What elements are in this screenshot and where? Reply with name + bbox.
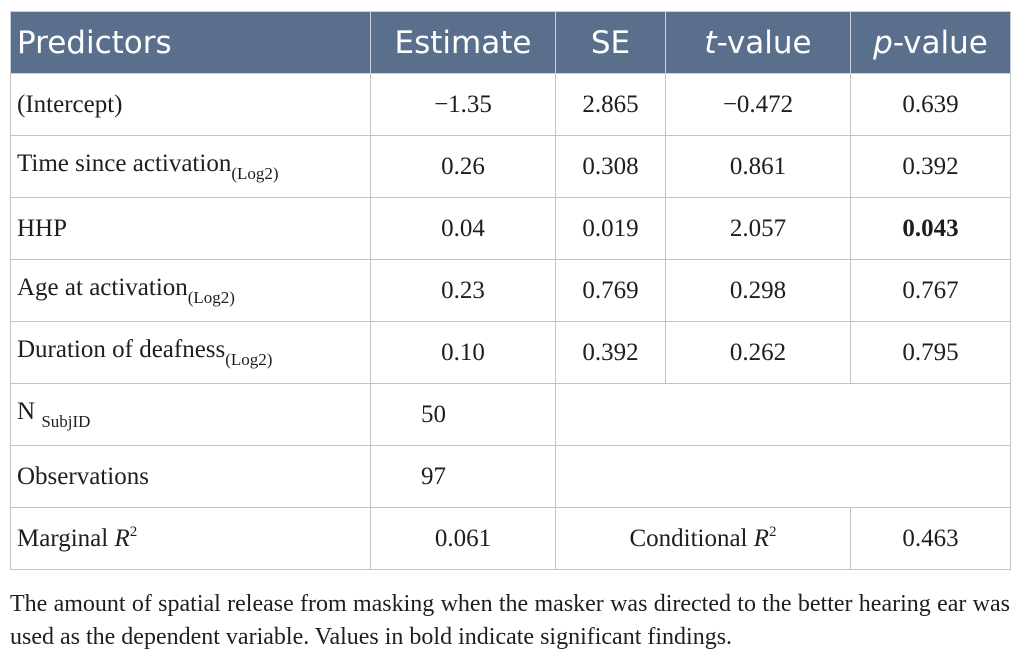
n-label: N SubjID	[10, 383, 371, 446]
t-cell: −0.472	[665, 73, 851, 136]
header-se: SE	[555, 11, 666, 74]
label-text: (Intercept)	[17, 90, 123, 118]
label-subscript: (Log2)	[231, 163, 279, 183]
label-text: Time since activation	[17, 149, 232, 177]
p-symbol: p	[873, 24, 893, 61]
p-suffix: -value	[892, 24, 988, 61]
empty-cell	[555, 383, 1011, 446]
header-estimate: Estimate	[370, 11, 556, 74]
p-cell: 0.639	[850, 73, 1011, 136]
p-cell: 0.795	[850, 321, 1011, 384]
se-cell: 2.865	[555, 73, 666, 136]
header-predictors: Predictors	[10, 11, 371, 74]
label-text: Age at activation	[17, 273, 188, 301]
predictor-label: Age at activation(Log2)	[10, 259, 371, 322]
table-row: HHP 0.04 0.019 2.057 0.043	[10, 197, 1011, 260]
se-cell: 0.019	[555, 197, 666, 260]
estimate-cell: 0.23	[370, 259, 556, 322]
r-superscript: 2	[769, 524, 777, 540]
table-row: Time since activation(Log2) 0.26 0.308 0…	[10, 135, 1011, 198]
table-row-observations: Observations 97	[10, 445, 1011, 508]
table-row-r2: Marginal R2 0.061 Conditional R2 0.463	[10, 507, 1011, 570]
observations-label: Observations	[10, 445, 371, 508]
p-cell: 0.767	[850, 259, 1011, 322]
predictor-label: Duration of deafness(Log2)	[10, 321, 371, 384]
se-cell: 0.769	[555, 259, 666, 322]
table-row: (Intercept) −1.35 2.865 −0.472 0.639	[10, 73, 1011, 136]
p-cell-significant: 0.043	[850, 197, 1011, 260]
table-header-row: Predictors Estimate SE t-value p-value	[10, 11, 1011, 74]
conditional-r2-value: 0.463	[850, 507, 1011, 570]
label-text: Marginal	[17, 525, 109, 552]
t-cell: 0.861	[665, 135, 851, 198]
predictor-label: HHP	[10, 197, 371, 260]
t-cell: 0.262	[665, 321, 851, 384]
label-subscript: (Log2)	[225, 349, 273, 369]
label-text: Duration of deafness	[17, 335, 226, 363]
marginal-r2-label: Marginal R2	[10, 507, 371, 570]
r-superscript: 2	[129, 524, 138, 540]
marginal-r2-value: 0.061	[370, 507, 556, 570]
t-suffix: -value	[716, 24, 812, 61]
conditional-r2-label: Conditional R2	[555, 507, 851, 570]
empty-cell	[555, 445, 1011, 508]
header-p-value: p-value	[850, 11, 1011, 74]
estimate-cell: 0.26	[370, 135, 556, 198]
estimate-cell: 0.10	[370, 321, 556, 384]
label-text: Conditional	[629, 525, 748, 552]
r-symbol: R	[114, 525, 130, 552]
regression-table: Predictors Estimate SE t-value p-value (…	[10, 11, 1011, 570]
t-cell: 2.057	[665, 197, 851, 260]
table-footnote: The amount of spatial release from maski…	[10, 591, 1010, 650]
estimate-cell: 0.04	[370, 197, 556, 260]
t-cell: 0.298	[665, 259, 851, 322]
estimate-cell: −1.35	[370, 73, 556, 136]
table-row: Duration of deafness(Log2) 0.10 0.392 0.…	[10, 321, 1011, 384]
r-symbol: R	[753, 525, 770, 552]
n-value: 50	[370, 383, 556, 446]
se-cell: 0.392	[555, 321, 666, 384]
p-cell: 0.392	[850, 135, 1011, 198]
predictor-label: (Intercept)	[10, 73, 371, 136]
label-subscript: (Log2)	[187, 287, 235, 307]
se-cell: 0.308	[555, 135, 666, 198]
label-subscript: SubjID	[41, 411, 91, 431]
label-text: N	[17, 397, 36, 425]
observations-value: 97	[370, 445, 556, 508]
header-t-value: t-value	[665, 11, 851, 74]
t-symbol: t	[704, 24, 717, 61]
label-text: HHP	[17, 214, 68, 242]
table-row-n-subjid: N SubjID 50	[10, 383, 1011, 446]
predictor-label: Time since activation(Log2)	[10, 135, 371, 198]
table-row: Age at activation(Log2) 0.23 0.769 0.298…	[10, 259, 1011, 322]
